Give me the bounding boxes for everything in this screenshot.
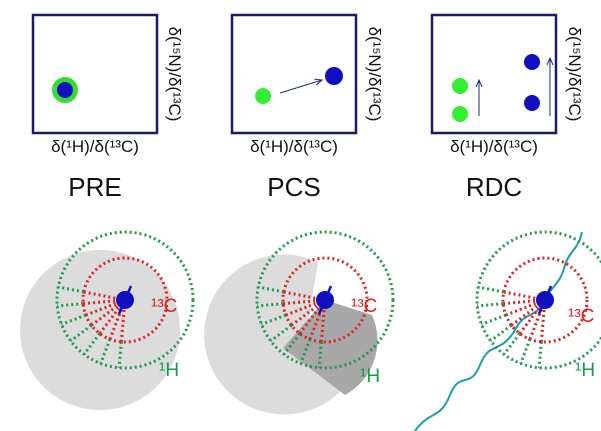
carbon-shell xyxy=(81,256,169,344)
paramagnetic-center xyxy=(316,291,334,309)
spectra-layer: δ(¹H)/δ(¹³C) δ(¹H)/δ(¹³C) δ(¹H)/δ(¹³C) δ… xyxy=(31,13,584,202)
proton-spoke xyxy=(82,332,101,356)
proton-spoke xyxy=(99,338,112,365)
proton-spoke xyxy=(257,285,285,294)
proton-spoke xyxy=(317,341,323,368)
spectrum-box xyxy=(430,13,558,135)
proton-spoke xyxy=(257,302,284,308)
carbon-label: ¹³C xyxy=(568,306,594,327)
peak-blue xyxy=(524,95,540,111)
x-axis-label: δ(¹H)/δ(¹³C) xyxy=(450,137,538,156)
pre-sphere xyxy=(20,250,180,410)
proton-spoke xyxy=(537,341,543,368)
proton-spoke xyxy=(260,313,287,326)
proton-label: ¹H xyxy=(575,360,595,381)
proton-spoke xyxy=(269,324,293,343)
panel-title: PCS xyxy=(267,172,320,202)
panel-title: RDC xyxy=(466,172,522,202)
proton-spoke xyxy=(502,332,521,356)
proton-spoke xyxy=(480,313,507,326)
paramagnetic-center xyxy=(536,291,554,309)
proton-shell xyxy=(255,230,395,370)
y-axis-label: δ(¹⁵N)/δ(¹³C) xyxy=(365,27,384,122)
proton-spoke xyxy=(282,332,301,356)
carbon-shell xyxy=(281,256,369,344)
carbon-shell xyxy=(501,256,589,344)
proton-spoke xyxy=(477,302,504,308)
proton-spoke xyxy=(69,324,93,343)
peak-blue xyxy=(57,82,73,98)
carbon-label: ¹³C xyxy=(151,296,177,317)
proton-spoke xyxy=(117,341,123,368)
x-axis-label: δ(¹H)/δ(¹³C) xyxy=(250,137,338,156)
paramagnetic-center xyxy=(116,291,134,309)
peak-green xyxy=(452,78,468,94)
proton-spoke xyxy=(489,324,513,343)
proton-shell xyxy=(475,230,601,370)
shift-arrow xyxy=(279,80,322,94)
proton-spoke xyxy=(57,302,84,308)
proton-label: ¹H xyxy=(360,366,380,387)
peak-blue xyxy=(524,54,540,70)
proton-spoke xyxy=(519,338,532,365)
spectrum-box xyxy=(31,13,159,135)
label-layer: ¹³C ¹H ¹³C ¹H ¹³C ¹H xyxy=(151,296,595,387)
proton-spoke xyxy=(299,338,312,365)
peak-green xyxy=(255,88,271,104)
carbon-label: ¹³C xyxy=(351,296,377,317)
proton-spoke xyxy=(477,285,505,294)
proton-shell xyxy=(55,230,195,370)
y-axis-label: δ(¹⁵N)/δ(¹³C) xyxy=(565,27,584,122)
y-axis-label: δ(¹⁵N)/δ(¹³C) xyxy=(165,27,184,122)
models-layer xyxy=(20,230,601,431)
proton-spoke xyxy=(57,285,85,294)
x-axis-label: δ(¹H)/δ(¹³C) xyxy=(51,137,139,156)
peak-green xyxy=(452,106,468,122)
panel-title: PRE xyxy=(68,172,121,202)
spectrum-box xyxy=(230,13,358,135)
rdc-chain xyxy=(414,231,583,431)
proton-spoke xyxy=(60,313,87,326)
peak-blue xyxy=(325,67,343,85)
proton-label: ¹H xyxy=(159,360,179,381)
